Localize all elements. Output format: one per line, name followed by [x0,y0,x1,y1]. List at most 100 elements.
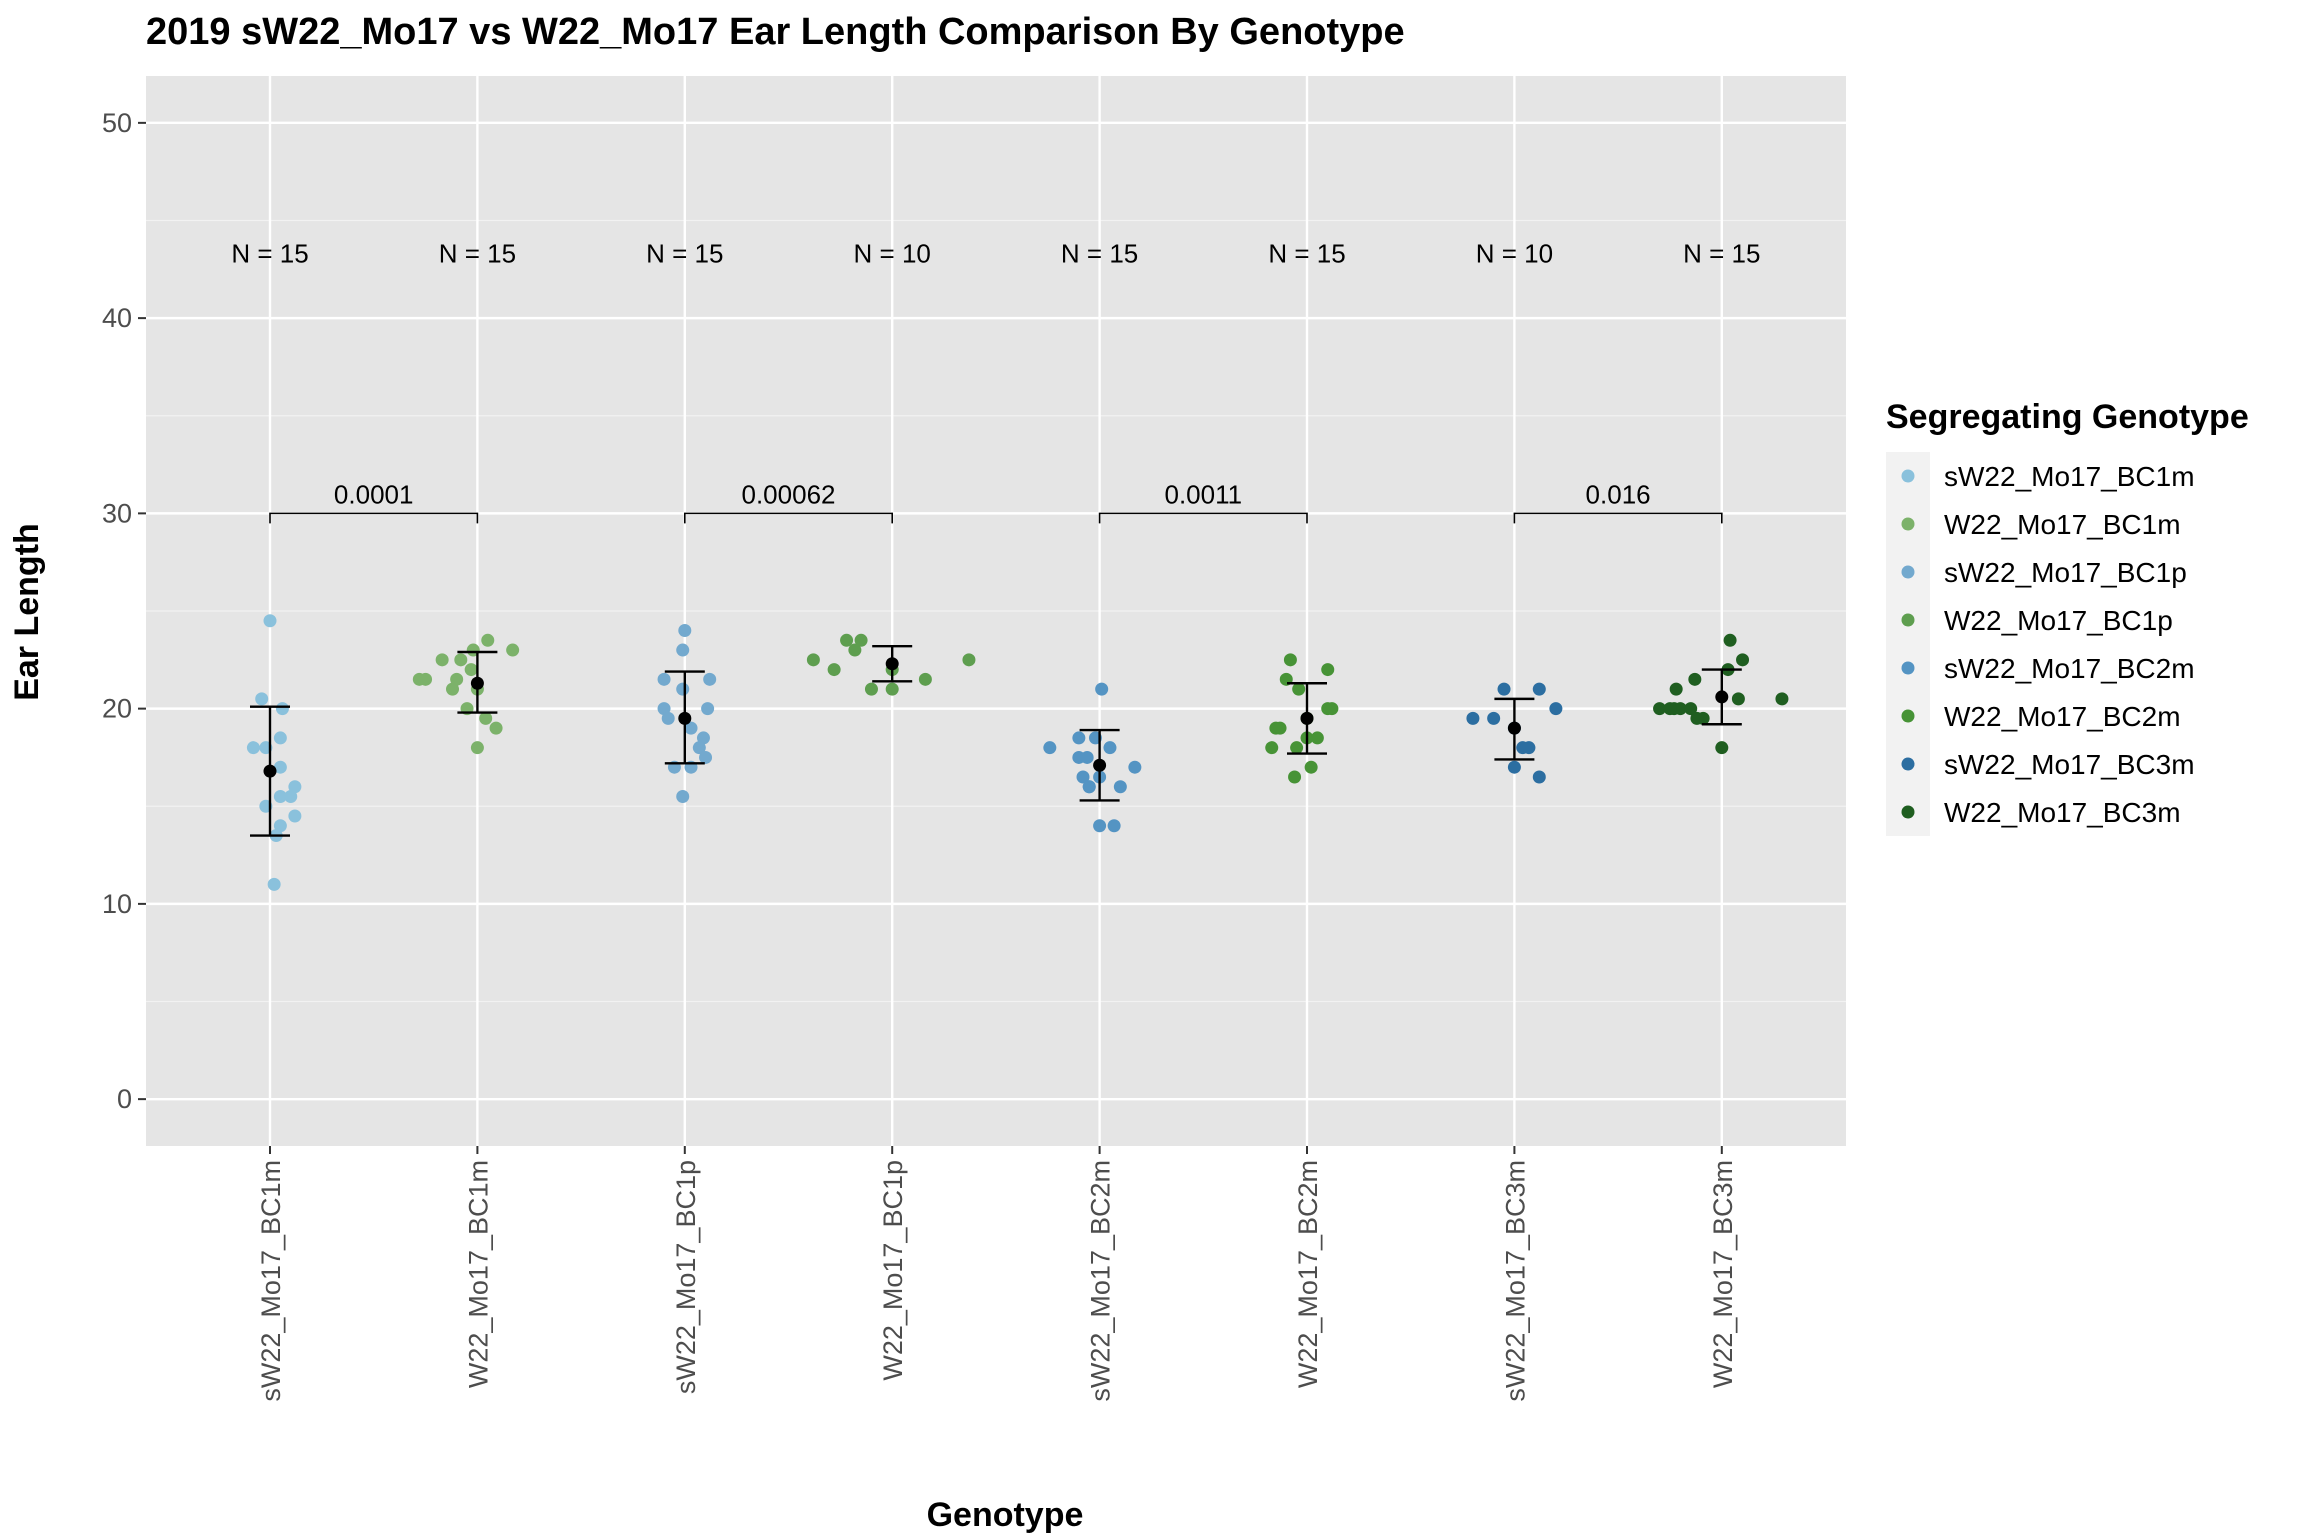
n-label: N = 15 [1683,239,1760,269]
data-point [1715,741,1729,755]
comparison-bracket: 0.0001 [269,479,479,524]
data-point [1283,653,1297,667]
data-point [267,877,281,891]
data-point [1522,741,1536,755]
legend-label: sW22_Mo17_BC2m [1944,653,2195,684]
p-value-label: 0.0001 [334,479,414,509]
data-point [489,721,503,735]
data-point [1103,741,1117,755]
legend-label: W22_Mo17_BC2m [1944,701,2181,732]
data-point [657,672,671,686]
data-point [1684,702,1698,716]
mean-point [1300,711,1314,725]
x-axis-title: Genotype [927,1496,1084,1534]
data-point [1731,692,1745,706]
x-tick-label: sW22_Mo17_BC1m [256,1160,286,1402]
legend-label: W22_Mo17_BC1m [1944,509,2181,540]
data-point [703,672,717,686]
data-point [864,682,878,696]
comparison-bracket: 0.0011 [1098,479,1308,524]
legend-swatch [1901,565,1915,579]
data-point [661,711,675,725]
data-point [288,809,302,823]
data-point [699,750,713,764]
data-point [288,780,302,794]
data-point [918,672,932,686]
bracket-line [1513,512,1723,524]
data-point [273,819,287,833]
legend: Segregating Genotype sW22_Mo17_BC1m W22_M… [1886,398,2249,836]
data-point [450,672,464,686]
data-point [676,789,690,803]
legend-swatch [1901,757,1915,771]
y-tick-label: 50 [102,108,132,138]
data-point [1736,653,1750,667]
data-point [1076,770,1090,784]
x-tick-label: W22_Mo17_BC1m [463,1160,493,1388]
data-point [454,653,468,667]
x-tick-label: W22_Mo17_BC3m [1708,1160,1738,1388]
legend-swatch [1901,805,1915,819]
legend-entry: W22_Mo17_BC2m [1886,692,2181,740]
legend-entry: sW22_Mo17_BC3m [1886,740,2195,788]
legend-swatch [1901,661,1915,675]
n-label: N = 15 [231,239,308,269]
data-point [1273,721,1287,735]
legend-label: W22_Mo17_BC1p [1944,605,2173,636]
x-tick-label: W22_Mo17_BC2m [1293,1160,1323,1388]
data-point [676,643,690,657]
y-axis-title: Ear Length [8,523,46,701]
legend-label: sW22_Mo17_BC1m [1944,461,2195,492]
series-sW22_Mo17_BC1m: N = 15 [231,239,309,891]
data-point [1653,702,1667,716]
data-point [1080,750,1094,764]
x-tick-label: sW22_Mo17_BC1p [671,1160,701,1394]
data-point [676,682,690,696]
series-W22_Mo17_BC1m: N = 15 [412,239,520,755]
data-point [806,653,820,667]
data-point [273,760,287,774]
legend-label: W22_Mo17_BC3m [1944,797,2181,828]
data-point [885,682,899,696]
data-point [1532,770,1546,784]
data-point [854,633,868,647]
y-tick-label: 30 [102,498,132,528]
data-point [446,682,460,696]
data-point [1669,682,1683,696]
mean-point [263,764,277,778]
n-label: N = 15 [1061,239,1138,269]
data-point [1325,702,1339,716]
x-tick-label: W22_Mo17_BC1p [878,1160,908,1381]
data-point [1549,702,1563,716]
data-point [1290,741,1304,755]
data-point [255,692,269,706]
data-point [1466,711,1480,725]
data-point [1321,663,1335,677]
data-point [1690,711,1704,725]
data-point [1265,741,1279,755]
data-point [696,731,710,745]
y-tick-label: 10 [102,889,132,919]
n-label: N = 15 [439,239,516,269]
series-sW22_Mo17_BC3m: N = 10 [1466,239,1563,784]
data-point [827,663,841,677]
data-point [1288,770,1302,784]
y-tick-label: 20 [102,694,132,724]
n-label: N = 15 [646,239,723,269]
data-point [1082,780,1096,794]
data-point [1310,731,1324,745]
data-point [1304,760,1318,774]
data-point [1487,711,1501,725]
bracket-line [1098,512,1308,524]
data-point [840,633,854,647]
plot-area: 0 10 20 30 40 50 sW22_Mo17_BC1m W22_Mo17_BC1m sW… [102,76,1846,1402]
legend-title: Segregating Genotype [1886,398,2249,436]
mean-point [1093,758,1107,772]
legend-swatch [1901,709,1915,723]
series-sW22_Mo17_BC2m: N = 15 [1043,239,1142,833]
data-point [263,614,277,628]
n-label: N = 10 [1476,239,1553,269]
legend-entry: sW22_Mo17_BC1m [1886,452,2195,500]
data-point [1663,702,1677,716]
